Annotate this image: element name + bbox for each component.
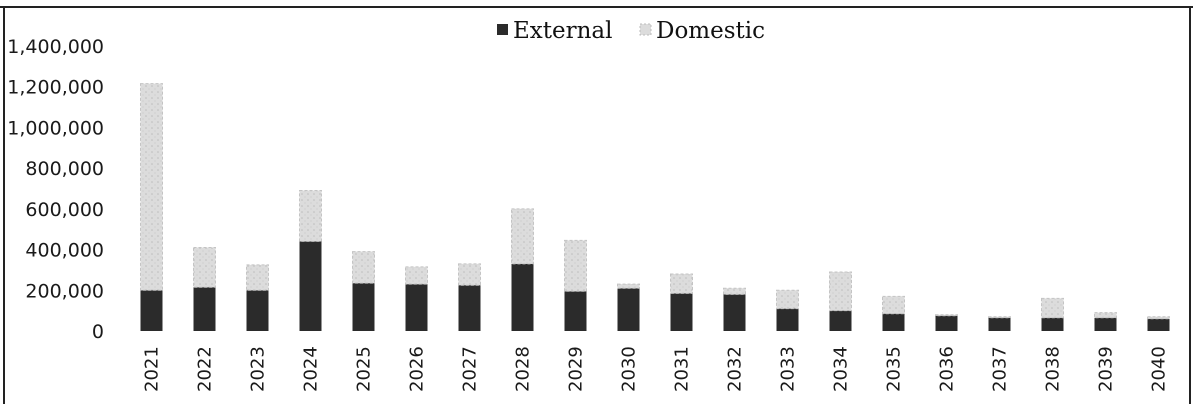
y-tick-label: 0 xyxy=(92,321,104,343)
x-tick-label: 2031 xyxy=(672,346,693,392)
bar-external-2031 xyxy=(670,293,693,331)
bars-group xyxy=(140,83,1170,331)
y-tick-label: 1,400,000 xyxy=(7,36,104,58)
bar-external-2026 xyxy=(405,284,428,331)
bar-external-2021 xyxy=(140,290,163,331)
bar-domestic-2035 xyxy=(882,295,905,315)
top-cutoff-strip xyxy=(0,0,1193,8)
bar-external-2023 xyxy=(246,290,269,331)
bar-domestic-2027 xyxy=(458,263,481,286)
x-tick-label: 2038 xyxy=(1043,346,1064,392)
x-tick-label: 2022 xyxy=(195,346,216,392)
x-tick-label: 2029 xyxy=(566,346,587,392)
y-tick-label: 200,000 xyxy=(25,280,104,302)
x-tick-label: 2030 xyxy=(619,346,640,392)
y-tick-label: 1,000,000 xyxy=(7,117,104,139)
bar-external-2036 xyxy=(935,315,958,331)
bar-domestic-2039 xyxy=(1094,312,1117,319)
bar-external-2035 xyxy=(882,313,905,331)
bar-domestic-2022 xyxy=(193,247,216,288)
bar-external-2027 xyxy=(458,285,481,331)
bar-domestic-2038 xyxy=(1041,297,1064,319)
x-tick-label: 2034 xyxy=(831,346,852,392)
x-tick-label: 2028 xyxy=(513,346,534,392)
x-axis-ticks: 2021 2022 2023 2024 2025 2026 2027 2028 2029 2030… xyxy=(142,346,1170,392)
x-tick-label: 2035 xyxy=(884,346,905,392)
bar-external-2025 xyxy=(352,283,375,331)
bar-domestic-2028 xyxy=(511,208,534,265)
legend-label-external: External xyxy=(513,18,613,44)
bar-domestic-2033 xyxy=(776,289,799,310)
bar-domestic-2030 xyxy=(617,283,640,289)
bar-domestic-2026 xyxy=(405,266,428,285)
y-tick-label: 800,000 xyxy=(25,158,104,180)
legend-swatch-external xyxy=(497,24,508,35)
bar-domestic-2036 xyxy=(935,314,958,317)
bar-domestic-2021 xyxy=(140,83,163,291)
legend-label-domestic: Domestic xyxy=(656,18,765,44)
x-tick-label: 2033 xyxy=(778,346,799,392)
x-tick-label: 2037 xyxy=(990,346,1011,392)
x-tick-label: 2023 xyxy=(248,346,269,392)
bar-domestic-2024 xyxy=(299,190,322,242)
x-tick-label: 2039 xyxy=(1096,346,1117,392)
bar-external-2028 xyxy=(511,263,534,331)
bar-external-2033 xyxy=(776,308,799,331)
bar-external-2022 xyxy=(193,287,216,331)
x-tick-label: 2026 xyxy=(407,346,428,392)
legend: External Domestic xyxy=(497,18,765,44)
bar-external-2029 xyxy=(564,291,587,331)
bar-external-2039 xyxy=(1094,317,1117,331)
bar-domestic-2034 xyxy=(829,271,852,312)
bar-domestic-2029 xyxy=(564,239,587,292)
bar-domestic-2023 xyxy=(246,264,269,291)
bar-domestic-2032 xyxy=(723,287,746,295)
x-tick-label: 2027 xyxy=(460,346,481,392)
bar-domestic-2025 xyxy=(352,251,375,284)
bar-domestic-2031 xyxy=(670,273,693,294)
x-tick-label: 2024 xyxy=(301,346,322,392)
x-tick-label: 2032 xyxy=(725,346,746,392)
y-tick-label: 400,000 xyxy=(25,240,104,262)
y-axis-ticks: 1,400,000 1,200,000 1,000,000 800,000 600,00… xyxy=(7,36,104,343)
bar-external-2032 xyxy=(723,294,746,331)
y-tick-label: 1,200,000 xyxy=(7,77,104,99)
x-tick-label: 2025 xyxy=(354,346,375,392)
bar-external-2034 xyxy=(829,310,852,331)
bar-external-2037 xyxy=(988,317,1011,331)
bar-external-2030 xyxy=(617,288,640,331)
bar-domestic-2040 xyxy=(1147,316,1170,320)
y-tick-label: 600,000 xyxy=(25,199,104,221)
legend-swatch-domestic xyxy=(639,23,652,36)
bar-external-2024 xyxy=(299,241,322,331)
bar-domestic-2037 xyxy=(988,316,1011,319)
x-tick-label: 2036 xyxy=(937,346,958,392)
bar-external-2040 xyxy=(1147,318,1170,331)
bar-external-2038 xyxy=(1041,317,1064,331)
x-tick-label: 2040 xyxy=(1149,346,1170,392)
x-tick-label: 2021 xyxy=(142,346,163,392)
